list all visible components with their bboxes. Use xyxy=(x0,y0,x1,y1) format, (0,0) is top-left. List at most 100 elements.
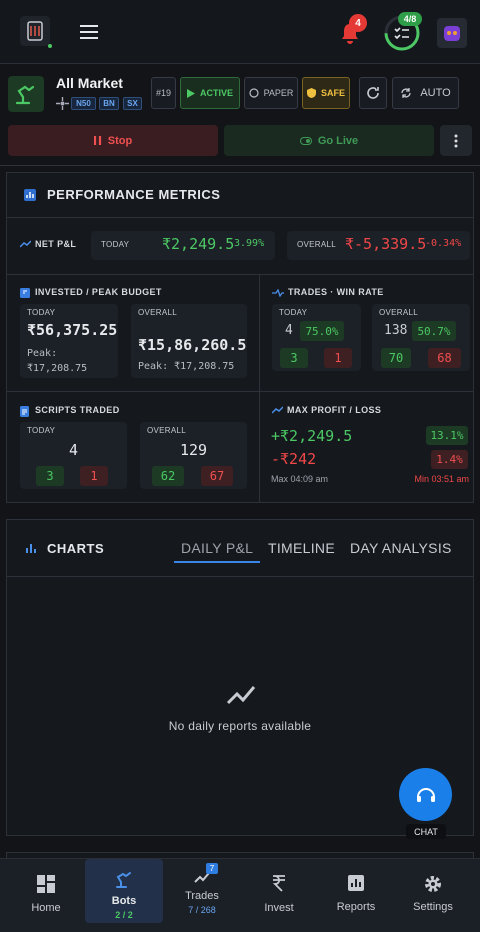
overall-wins: 62 xyxy=(152,466,184,486)
today-pnl-box xyxy=(91,231,275,260)
auto-text: AUTO xyxy=(420,87,451,99)
nav-label: Home xyxy=(31,902,61,914)
stop-text: Stop xyxy=(107,134,133,147)
today-label: TODAY xyxy=(27,308,56,317)
tab[interactable]: DAILY P&L xyxy=(181,540,254,556)
today-wins: 3 xyxy=(36,466,64,486)
logo[interactable] xyxy=(20,16,50,46)
divider xyxy=(0,165,480,166)
divider xyxy=(259,275,260,502)
nav-label: Bots xyxy=(111,895,137,907)
overall-pnl-value: ₹-5,339.5 xyxy=(345,235,427,253)
today-invested: ₹56,375.25 xyxy=(27,321,118,339)
menu-button[interactable] xyxy=(79,24,99,40)
trend-icon xyxy=(272,406,283,414)
overall-label: OVERALL xyxy=(147,426,187,435)
overall-win-rate: 50.7% xyxy=(412,321,456,341)
today-label: TODAY xyxy=(101,240,130,249)
index-tag: SX xyxy=(123,97,142,110)
budget-icon xyxy=(20,288,30,298)
risk-chip[interactable]: SAFE xyxy=(302,77,350,109)
max-profit-pct: 13.1% xyxy=(426,426,468,445)
net-pnl-label: NET P&L xyxy=(35,239,77,249)
today-losses: 1 xyxy=(80,466,108,486)
nav-item[interactable]: Home xyxy=(7,860,85,924)
bars-icon xyxy=(26,544,36,553)
empty-icon xyxy=(226,686,256,705)
risk-text: SAFE xyxy=(320,88,345,98)
nav-label: Reports xyxy=(336,901,376,913)
today-pnl-pct: 3.99% xyxy=(234,238,265,249)
sync-icon xyxy=(401,88,411,98)
scripts-title: SCRIPTS TRADED xyxy=(35,405,120,415)
auto-button[interactable]: AUTO xyxy=(392,77,459,109)
today-label: TODAY xyxy=(279,308,308,317)
status-text: ACTIVE xyxy=(199,88,233,98)
nav-sub: 2 / 2 xyxy=(115,910,133,920)
today-label: TODAY xyxy=(27,426,56,435)
overall-box xyxy=(131,304,247,378)
overall-pnl-box xyxy=(287,231,470,260)
overall-losses: 68 xyxy=(428,348,461,368)
nav-label: Trades xyxy=(185,890,219,902)
invested-title: INVESTED / PEAK BUDGET xyxy=(35,287,162,297)
circle-icon xyxy=(248,88,259,98)
nav-item[interactable]: Trades 7 / 268 xyxy=(163,860,241,924)
overall-wins: 70 xyxy=(381,348,411,368)
toggle-icon xyxy=(299,136,312,145)
nav-item[interactable]: Settings xyxy=(394,860,472,924)
nav-item[interactable]: Invest xyxy=(240,860,318,924)
mode-text: PAPER xyxy=(263,88,294,98)
chat-button[interactable] xyxy=(399,768,452,821)
overall-label: OVERALL xyxy=(297,240,337,249)
max-loss: -₹242 xyxy=(271,450,317,468)
divider xyxy=(7,274,473,275)
avatar[interactable] xyxy=(437,18,467,48)
nav-icon xyxy=(425,876,441,892)
today-wins: 3 xyxy=(280,348,308,368)
go-live-text: Go Live xyxy=(317,134,359,147)
index-tag: BN xyxy=(99,97,119,110)
trades-icon xyxy=(272,289,284,297)
today-losses: 1 xyxy=(324,348,352,368)
pause-icon xyxy=(93,136,101,145)
max-profit: +₹2,249.5 xyxy=(271,427,353,445)
overall-script-count: 129 xyxy=(179,441,208,459)
divider xyxy=(7,217,473,218)
status-chip[interactable]: ACTIVE xyxy=(180,77,240,109)
charts-card xyxy=(6,519,474,836)
tab-indicator xyxy=(174,561,260,563)
chat-label: CHAT xyxy=(406,824,446,839)
empty-message: No daily reports available xyxy=(168,719,312,733)
nav-icon xyxy=(116,872,131,888)
play-icon xyxy=(186,88,195,98)
go-live-button[interactable]: Go Live xyxy=(224,125,434,156)
overall-label: OVERALL xyxy=(138,308,178,317)
overall-losses: 67 xyxy=(201,466,233,486)
refresh-button[interactable] xyxy=(359,77,387,109)
overall-invested: ₹15,86,260.5 xyxy=(138,336,247,354)
nav-label: Invest xyxy=(264,902,294,914)
bot-id: #19 xyxy=(151,77,176,109)
tab[interactable]: TIMELINE xyxy=(268,540,335,556)
overall-trade-count: 138 xyxy=(384,323,408,338)
today-script-count: 4 xyxy=(68,441,79,459)
nav-icon xyxy=(348,875,364,891)
today-peak: Peak: ₹17,208.75 xyxy=(27,348,88,374)
nav-item[interactable]: Bots 2 / 2 xyxy=(85,860,163,924)
nav-icon xyxy=(272,875,285,892)
progress-badge: 4/8 xyxy=(398,12,422,26)
stop-button[interactable]: Stop xyxy=(8,125,218,156)
overall-peak: Peak: ₹17,208.75 xyxy=(138,361,235,372)
nav-active-bg xyxy=(85,859,163,923)
today-box xyxy=(20,304,118,378)
tab[interactable]: DAY ANALYSIS xyxy=(350,540,452,556)
notification-badge: 4 xyxy=(349,14,367,32)
mode-chip[interactable]: PAPER xyxy=(244,77,298,109)
bot-name: All Market xyxy=(56,75,123,91)
section-title: PERFORMANCE METRICS xyxy=(47,187,221,202)
more-button[interactable] xyxy=(440,125,472,156)
nav-icon xyxy=(194,872,210,883)
nav-item[interactable]: Reports xyxy=(317,860,395,924)
